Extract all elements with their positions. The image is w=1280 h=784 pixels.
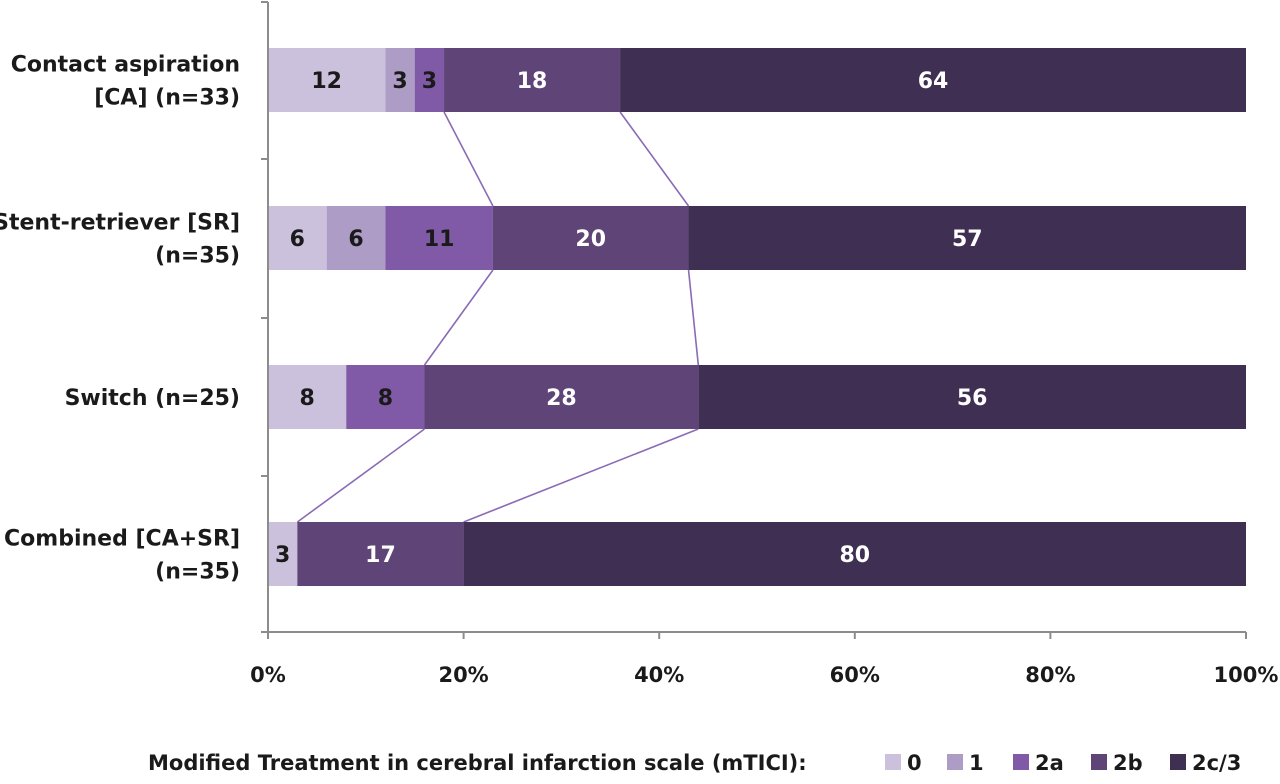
category-label-line-1-0: Stent-retriever [SR] xyxy=(0,211,240,236)
data-label-1-1: 6 xyxy=(348,227,363,252)
x-tick-label-4: 80% xyxy=(1025,663,1075,687)
connector-line-0-0 xyxy=(443,111,494,207)
category-label-1: Stent-retriever [SR] (n=35) xyxy=(0,211,240,269)
connector-line-1-0 xyxy=(423,269,494,366)
legend-label-3: 2b xyxy=(1113,751,1143,775)
data-label-0-2: 3 xyxy=(422,69,437,94)
connector-line-1-1 xyxy=(687,269,700,366)
category-label-3: Combined [CA+SR] (n=35) xyxy=(4,527,240,585)
data-label-1-2: 11 xyxy=(424,227,455,252)
legend-title: Modified Treatment in cerebral infarctio… xyxy=(148,751,807,775)
data-label-1-4: 57 xyxy=(952,227,983,252)
data-label-3-0: 3 xyxy=(275,543,290,568)
bar-segment-0-1 xyxy=(385,48,415,112)
legend-label-2: 2a xyxy=(1035,751,1064,775)
data-label-0-3: 18 xyxy=(517,69,548,94)
bar-segment-1-0 xyxy=(268,206,327,270)
data-label-2-0: 8 xyxy=(299,386,314,411)
data-label-2-4: 56 xyxy=(957,386,988,411)
connector-line-2-0 xyxy=(296,428,425,523)
category-labels: Contact aspiration [CA] (n=33) Stent-retri… xyxy=(0,53,240,585)
bar-segment-2-2 xyxy=(346,365,425,429)
data-label-0-1: 3 xyxy=(392,69,407,94)
legend-swatch-4 xyxy=(1170,754,1186,770)
category-label-line-3-1: (n=35) xyxy=(155,560,240,585)
bar-segment-1-2 xyxy=(385,206,493,270)
category-label-line-0-1: [CA] (n=33) xyxy=(94,86,240,111)
x-tick-label-1: 20% xyxy=(438,663,488,687)
bar-segment-3-3 xyxy=(297,522,464,586)
bar-segment-3-0 xyxy=(268,522,298,586)
legend-label-4: 2c/3 xyxy=(1192,751,1241,775)
legend-label-1: 1 xyxy=(969,751,984,775)
category-label-line-2-0: Switch (n=25) xyxy=(65,386,240,411)
category-label-line-1-1: (n=35) xyxy=(155,244,240,269)
data-label-3-4: 80 xyxy=(839,543,870,568)
connector-line-0-1 xyxy=(619,111,690,207)
data-label-2-2: 8 xyxy=(378,386,393,411)
data-label-2-3: 28 xyxy=(546,386,577,411)
data-label-1-0: 6 xyxy=(290,227,305,252)
legend-swatch-1 xyxy=(947,754,963,770)
bar-segment-2-4 xyxy=(698,365,1246,429)
bar-segment-2-0 xyxy=(268,365,347,429)
bar-segment-1-3 xyxy=(492,206,689,270)
bar-segment-1-4 xyxy=(688,206,1246,270)
category-label-2: Switch (n=25) xyxy=(65,386,240,411)
x-tick-label-5: 100% xyxy=(1214,663,1279,687)
bar-segment-0-0 xyxy=(268,48,386,112)
x-tick-label-2: 40% xyxy=(634,663,684,687)
bar-segment-0-4 xyxy=(620,48,1246,112)
category-label-line-3-0: Combined [CA+SR] xyxy=(4,527,240,552)
legend-swatch-3 xyxy=(1091,754,1107,770)
bar-segment-1-1 xyxy=(326,206,386,270)
bar-segment-3-4 xyxy=(463,522,1247,586)
axes-group: 0% 20% 40% 60% 80% 100% xyxy=(250,1,1279,687)
legend: Modified Treatment in cerebral infarctio… xyxy=(148,751,1241,775)
bars-group: 12 3 3 18 646 6 11 20 578 8 28 563 17 80 xyxy=(268,48,1247,586)
category-label-line-0-0: Contact aspiration xyxy=(11,53,240,78)
bar-segment-0-2 xyxy=(414,48,445,112)
data-label-0-4: 64 xyxy=(918,69,949,94)
data-label-3-3: 17 xyxy=(365,543,396,568)
connector-line-2-1 xyxy=(463,428,699,523)
legend-swatch-0 xyxy=(885,754,901,770)
data-label-1-3: 20 xyxy=(575,227,606,252)
data-label-0-0: 12 xyxy=(311,69,342,94)
category-label-0: Contact aspiration [CA] (n=33) xyxy=(11,53,240,111)
bar-segment-0-3 xyxy=(444,48,621,112)
bar-segment-2-3 xyxy=(424,365,699,429)
x-tick-label-0: 0% xyxy=(250,663,286,687)
legend-swatch-2 xyxy=(1013,754,1029,770)
connector-lines xyxy=(296,111,700,523)
x-tick-label-3: 60% xyxy=(830,663,880,687)
legend-label-0: 0 xyxy=(907,751,922,775)
